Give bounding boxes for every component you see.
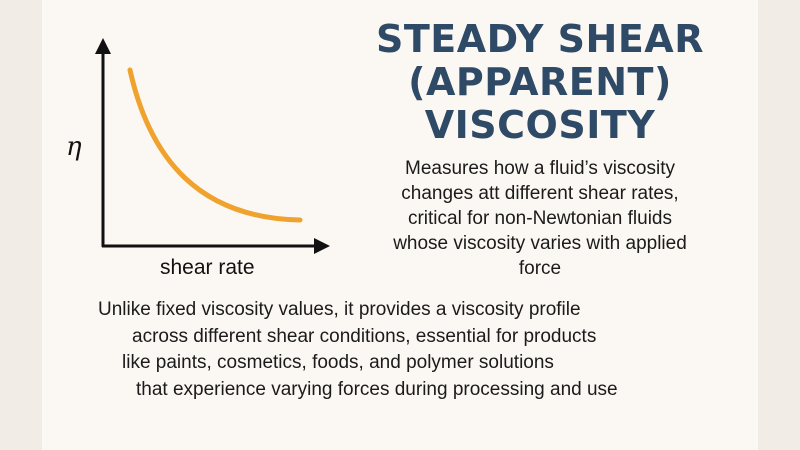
body-line: that experience varying forces during pr… [136,378,618,400]
right-margin-band [758,0,800,450]
y-axis-label: η [66,132,82,162]
viscosity-curve-diagram [60,30,350,280]
body-line: Unlike fixed viscosity values, it provid… [98,299,581,320]
body-paragraph: Unlike fixed viscosity values, it provid… [98,297,718,403]
description-block: Measures how a fluid’s viscosity changes… [355,156,725,281]
title-line: STEADY SHEAR [376,17,704,61]
title-line: VISCOSITY [424,103,656,147]
description-line: Measures how a fluid’s viscosity [405,158,675,179]
body-line: across different shear conditions, essen… [132,325,597,347]
x-axis-label: shear rate [160,256,255,279]
left-margin-band [0,0,42,450]
viscosity-curve [127,67,303,223]
description-line: force [518,258,562,279]
description-line: changes att different shear rates, [401,183,679,204]
title-line: (APPARENT) [408,60,672,104]
description-line: whose viscosity varies with applied [393,233,687,254]
body-line: like paints, cosmetics, foods, and polym… [122,352,554,373]
y-axis-arrowhead [95,38,111,54]
diagram-svg [95,38,330,254]
page-title: STEADY SHEAR (APPARENT) VISCOSITY [360,18,720,147]
x-axis-arrowhead [314,238,330,254]
description-line: critical for non-Newtonian fluids [407,208,672,229]
